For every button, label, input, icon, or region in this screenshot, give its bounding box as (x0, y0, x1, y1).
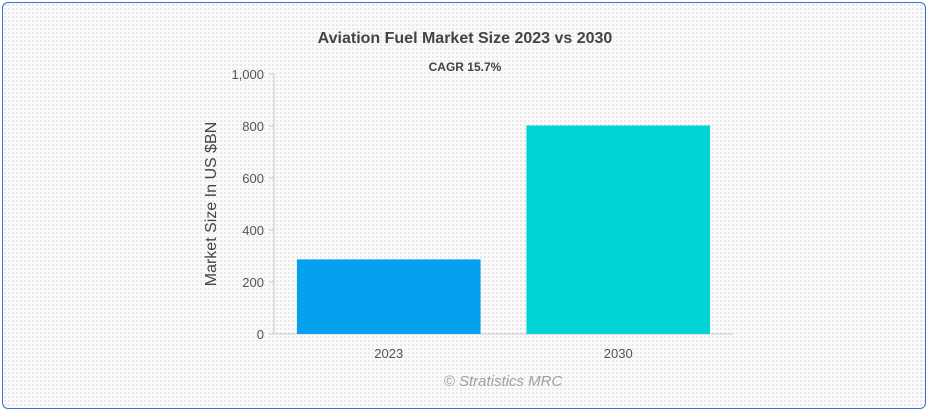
bar-2030[interactable] (526, 125, 711, 334)
y-tick-label: 400 (242, 223, 264, 238)
chart-title: Aviation Fuel Market Size 2023 vs 2030 (318, 30, 613, 47)
y-tick-label: 800 (242, 119, 264, 134)
y-tick-label: 0 (257, 327, 264, 342)
y-ticks: 0 200 400 600 800 1,000 (231, 67, 274, 342)
x-tick-label: 2023 (374, 346, 403, 361)
chart-frame (2, 2, 926, 409)
y-axis-label: Market Size In US $BN (203, 122, 220, 287)
y-tick-label: 600 (242, 171, 264, 186)
bars (296, 125, 711, 334)
x-ticks: 2023 2030 (374, 346, 632, 361)
x-tick-label: 2030 (604, 346, 633, 361)
bar-2023[interactable] (296, 259, 481, 334)
y-tick-label: 200 (242, 275, 264, 290)
y-tick-label: 1,000 (231, 67, 264, 82)
chart-subtitle: CAGR 15.7% (429, 60, 502, 74)
credit-watermark: © Stratistics MRC (444, 373, 563, 390)
